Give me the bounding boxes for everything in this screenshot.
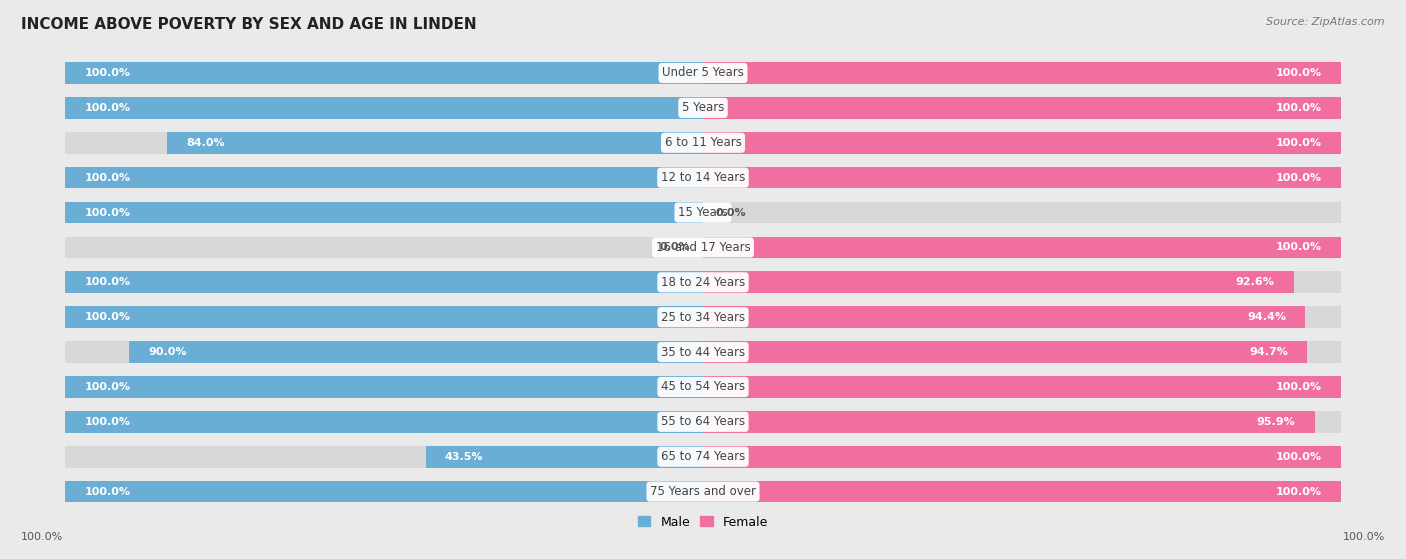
Bar bbox=[703, 306, 1341, 328]
Text: 18 to 24 Years: 18 to 24 Years bbox=[661, 276, 745, 289]
Bar bbox=[703, 236, 1341, 258]
Bar bbox=[703, 272, 1341, 293]
Text: 100.0%: 100.0% bbox=[1275, 486, 1322, 496]
Bar bbox=[65, 306, 703, 328]
Text: INCOME ABOVE POVERTY BY SEX AND AGE IN LINDEN: INCOME ABOVE POVERTY BY SEX AND AGE IN L… bbox=[21, 17, 477, 32]
Bar bbox=[65, 272, 703, 293]
Text: 100.0%: 100.0% bbox=[84, 207, 131, 217]
Bar bbox=[129, 341, 703, 363]
Bar bbox=[65, 97, 703, 119]
Text: 43.5%: 43.5% bbox=[444, 452, 484, 462]
Legend: Male, Female: Male, Female bbox=[633, 510, 773, 533]
Text: 100.0%: 100.0% bbox=[1275, 452, 1322, 462]
Bar bbox=[703, 202, 1341, 224]
Text: 100.0%: 100.0% bbox=[84, 173, 131, 183]
Text: 35 to 44 Years: 35 to 44 Years bbox=[661, 345, 745, 358]
Bar bbox=[65, 202, 703, 224]
Bar bbox=[703, 272, 1294, 293]
Bar bbox=[703, 481, 1341, 503]
Text: 100.0%: 100.0% bbox=[84, 382, 131, 392]
Bar bbox=[703, 132, 1341, 154]
Text: 75 Years and over: 75 Years and over bbox=[650, 485, 756, 498]
Text: 15 Years: 15 Years bbox=[678, 206, 728, 219]
Bar bbox=[703, 97, 1341, 119]
Bar bbox=[703, 341, 1308, 363]
Bar bbox=[65, 272, 703, 293]
Bar bbox=[65, 306, 703, 328]
Bar bbox=[65, 341, 703, 363]
Bar bbox=[65, 481, 703, 503]
Text: 100.0%: 100.0% bbox=[84, 486, 131, 496]
Text: 100.0%: 100.0% bbox=[84, 68, 131, 78]
Bar bbox=[703, 376, 1341, 398]
Text: 0.0%: 0.0% bbox=[659, 243, 690, 253]
Text: 0.0%: 0.0% bbox=[716, 207, 747, 217]
Bar bbox=[703, 167, 1341, 188]
Bar bbox=[65, 411, 703, 433]
Text: 6 to 11 Years: 6 to 11 Years bbox=[665, 136, 741, 149]
Bar bbox=[703, 62, 1341, 84]
Text: 90.0%: 90.0% bbox=[148, 347, 187, 357]
Bar bbox=[65, 97, 703, 119]
Text: 100.0%: 100.0% bbox=[1343, 532, 1385, 542]
Text: Under 5 Years: Under 5 Years bbox=[662, 67, 744, 79]
Text: 100.0%: 100.0% bbox=[84, 103, 131, 113]
Text: 94.4%: 94.4% bbox=[1247, 312, 1286, 322]
Bar bbox=[703, 481, 1341, 503]
Bar bbox=[703, 306, 1305, 328]
Bar bbox=[65, 202, 703, 224]
Bar bbox=[65, 167, 703, 188]
Bar bbox=[703, 167, 1341, 188]
Text: 12 to 14 Years: 12 to 14 Years bbox=[661, 171, 745, 184]
Text: 100.0%: 100.0% bbox=[1275, 138, 1322, 148]
Text: 100.0%: 100.0% bbox=[1275, 243, 1322, 253]
Bar bbox=[65, 446, 703, 467]
Bar bbox=[65, 167, 703, 188]
Text: 100.0%: 100.0% bbox=[21, 532, 63, 542]
Text: 25 to 34 Years: 25 to 34 Years bbox=[661, 311, 745, 324]
Text: 65 to 74 Years: 65 to 74 Years bbox=[661, 450, 745, 463]
Bar bbox=[703, 411, 1315, 433]
Text: Source: ZipAtlas.com: Source: ZipAtlas.com bbox=[1267, 17, 1385, 27]
Text: 100.0%: 100.0% bbox=[1275, 173, 1322, 183]
Text: 92.6%: 92.6% bbox=[1236, 277, 1275, 287]
Bar bbox=[426, 446, 703, 467]
Bar bbox=[703, 446, 1341, 467]
Bar bbox=[703, 341, 1341, 363]
Bar bbox=[65, 62, 703, 84]
Text: 55 to 64 Years: 55 to 64 Years bbox=[661, 415, 745, 428]
Text: 45 to 54 Years: 45 to 54 Years bbox=[661, 381, 745, 394]
Bar bbox=[65, 132, 703, 154]
Bar bbox=[65, 376, 703, 398]
Text: 94.7%: 94.7% bbox=[1249, 347, 1288, 357]
Bar bbox=[703, 376, 1341, 398]
Bar bbox=[167, 132, 703, 154]
Text: 5 Years: 5 Years bbox=[682, 101, 724, 115]
Text: 100.0%: 100.0% bbox=[1275, 103, 1322, 113]
Text: 100.0%: 100.0% bbox=[84, 312, 131, 322]
Bar bbox=[65, 62, 703, 84]
Text: 84.0%: 84.0% bbox=[186, 138, 225, 148]
Bar bbox=[703, 132, 1341, 154]
Bar bbox=[703, 62, 1341, 84]
Text: 100.0%: 100.0% bbox=[1275, 68, 1322, 78]
Text: 100.0%: 100.0% bbox=[84, 277, 131, 287]
Bar bbox=[703, 236, 1341, 258]
Bar bbox=[65, 236, 703, 258]
Bar bbox=[65, 376, 703, 398]
Bar bbox=[703, 446, 1341, 467]
Bar bbox=[65, 411, 703, 433]
Bar bbox=[65, 481, 703, 503]
Bar bbox=[703, 97, 1341, 119]
Text: 16 and 17 Years: 16 and 17 Years bbox=[655, 241, 751, 254]
Text: 100.0%: 100.0% bbox=[84, 417, 131, 427]
Text: 100.0%: 100.0% bbox=[1275, 382, 1322, 392]
Bar bbox=[703, 411, 1341, 433]
Text: 95.9%: 95.9% bbox=[1257, 417, 1295, 427]
